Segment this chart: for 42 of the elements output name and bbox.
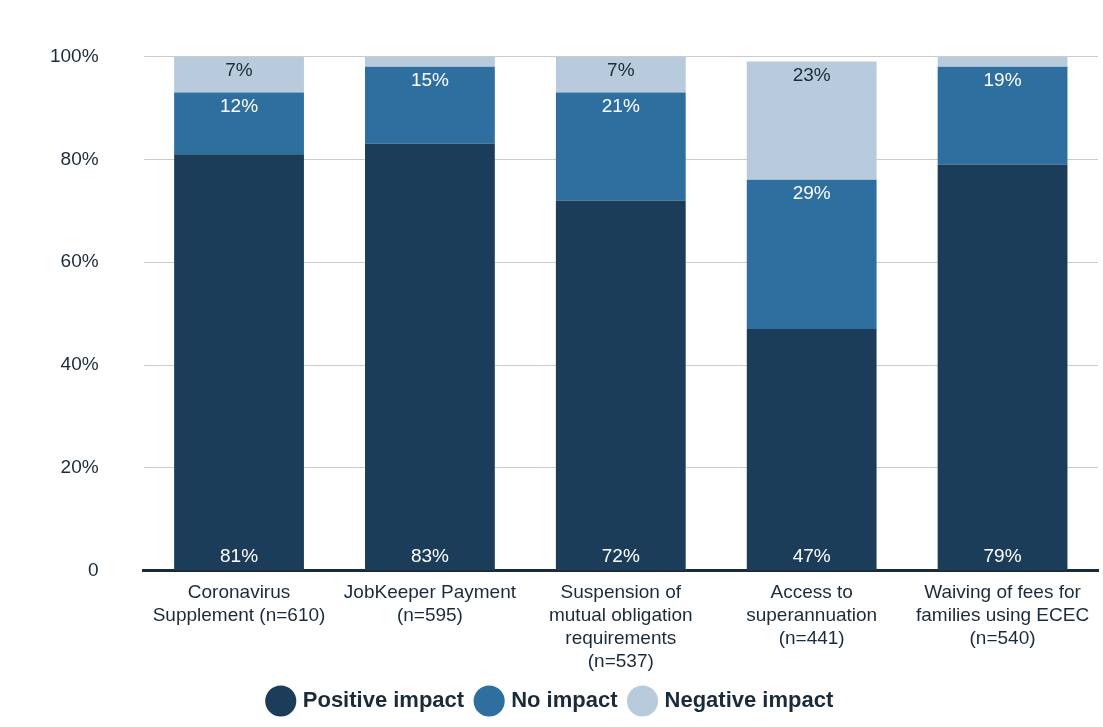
data-label: 47% — [792, 544, 831, 566]
bar — [937, 66, 1068, 165]
data-label: 23% — [792, 63, 831, 85]
legend-label: No impact — [511, 687, 619, 713]
data-label: 19% — [983, 68, 1022, 90]
legend-label: Negative impact — [664, 687, 834, 713]
bar — [746, 329, 877, 571]
data-label: 29% — [792, 182, 831, 204]
bar — [365, 56, 495, 67]
bar — [555, 92, 686, 201]
data-label: 7% — [607, 58, 635, 80]
y-tick-label: 20% — [60, 456, 99, 478]
y-tick-label: 100% — [49, 44, 99, 66]
bar — [365, 143, 495, 571]
bar — [365, 66, 495, 144]
bar — [937, 164, 1068, 571]
y-tick-label: 0 — [88, 559, 99, 581]
x-tick-label: Coronavirus Supplement (n=610) — [152, 581, 326, 626]
y-tick-label: 60% — [60, 250, 99, 272]
data-label: 72% — [601, 544, 640, 566]
x-tick-label: Waiving of fees for families using ECEC (n=540) — [915, 581, 1090, 649]
data-label: 83% — [410, 544, 450, 566]
x-tick-label: Access to superannuation (n=441) — [746, 581, 878, 649]
data-label: 79% — [983, 544, 1022, 566]
x-tick-label: Suspension of mutual obligation requirements (n=537) — [548, 581, 693, 671]
bar — [746, 179, 877, 330]
data-label: 15% — [410, 68, 450, 90]
bar — [746, 61, 877, 180]
bar — [174, 92, 304, 155]
bar — [174, 56, 304, 93]
data-label: 12% — [220, 94, 259, 116]
bar — [937, 56, 1068, 67]
bar — [174, 154, 304, 571]
y-tick-label: 80% — [60, 147, 99, 169]
bar — [555, 200, 686, 571]
x-tick-label: JobKeeper Payment (n=595) — [343, 581, 517, 626]
data-label: 7% — [225, 58, 253, 80]
legend-label: Positive impact — [302, 687, 465, 713]
bar — [555, 56, 686, 93]
data-label: 21% — [601, 94, 640, 116]
data-label: 81% — [220, 544, 259, 566]
y-tick-label: 40% — [60, 353, 99, 375]
